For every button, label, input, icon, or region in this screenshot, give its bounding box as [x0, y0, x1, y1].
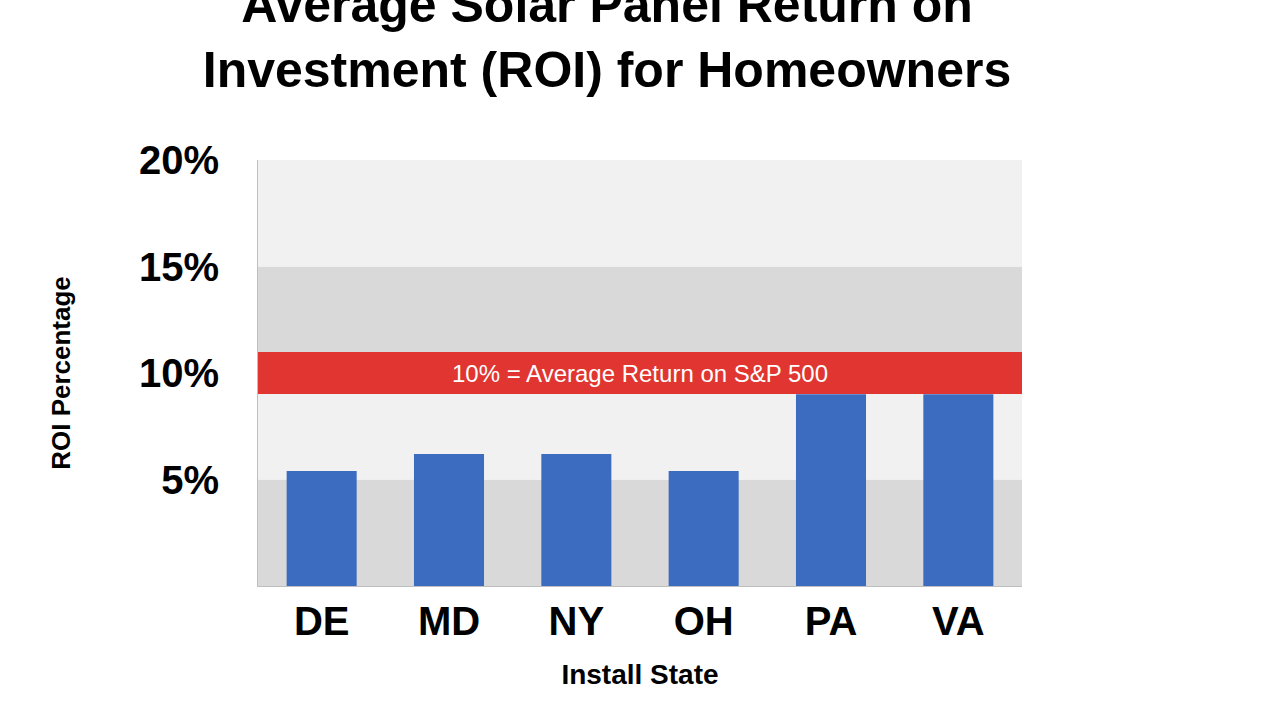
svg-text:PA: PA	[805, 599, 858, 643]
svg-text:10% = Average Return on S&P 50: 10% = Average Return on S&P 500	[452, 360, 828, 387]
svg-text:Average Solar Panel Return onI: Average Solar Panel Return onInvestment …	[203, 0, 1011, 98]
svg-text:MD: MD	[418, 599, 480, 643]
svg-text:VA: VA	[932, 599, 985, 643]
svg-text:20%: 20%	[139, 138, 219, 182]
svg-text:NY: NY	[549, 599, 605, 643]
svg-text:5%: 5%	[161, 458, 219, 502]
svg-text:15%: 15%	[139, 245, 219, 289]
svg-text:Install State: Install State	[561, 659, 718, 690]
svg-text:OH: OH	[674, 599, 734, 643]
svg-text:10%: 10%	[139, 351, 219, 395]
svg-text:ROI Percentage: ROI Percentage	[46, 276, 76, 470]
svg-text:DE: DE	[294, 599, 350, 643]
